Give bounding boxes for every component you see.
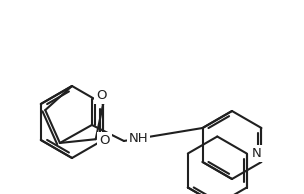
Text: N: N [252, 147, 261, 160]
Text: NH: NH [129, 133, 149, 146]
Text: O: O [96, 89, 106, 102]
Text: O: O [99, 134, 110, 147]
